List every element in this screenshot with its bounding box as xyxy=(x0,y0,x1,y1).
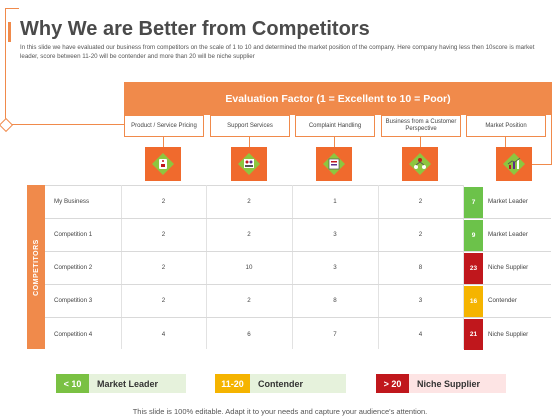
row-value: 7 xyxy=(333,330,337,338)
score-badge: 16 xyxy=(464,286,483,317)
row-value: 2 xyxy=(161,264,166,272)
deco-line-mid xyxy=(12,124,124,125)
row-name: Competition 4 xyxy=(54,330,93,338)
legend-label: Niche Supplier xyxy=(409,374,506,393)
table-row: My Business 2 2 1 2 7 Market Leader xyxy=(45,186,551,219)
price-tag-icon xyxy=(145,147,181,181)
page-title: Why We are Better from Competitors xyxy=(20,18,370,40)
score-badge: 21 xyxy=(464,319,483,350)
support-people-icon xyxy=(231,147,267,181)
description-text: In this slide we have evaluated our busi… xyxy=(20,44,535,60)
row-name: Competition 1 xyxy=(54,231,93,239)
factor-market: Market Position xyxy=(466,115,546,137)
col-divider-1 xyxy=(121,185,122,349)
row-position: Contender xyxy=(488,297,517,305)
row-value: 10 xyxy=(245,264,253,272)
row-value: 2 xyxy=(418,231,423,239)
row-value: 2 xyxy=(161,198,166,206)
row-value: 8 xyxy=(418,264,423,272)
factor-customer: Business from a Customer Perspective xyxy=(381,115,461,137)
table-row: Competition 4 4 6 7 4 21 Niche Supplier xyxy=(45,318,551,351)
complaint-board-icon xyxy=(316,147,352,181)
customer-network-icon xyxy=(402,147,438,181)
legend-niche-supplier: > 20 Niche Supplier xyxy=(376,374,506,393)
row-value: 1 xyxy=(333,198,337,206)
row-name: Competition 3 xyxy=(54,297,93,305)
market-chart-icon xyxy=(496,147,532,181)
row-value: 3 xyxy=(333,231,337,239)
row-value: 2 xyxy=(247,231,251,239)
factor-complaint: Complaint Handling xyxy=(295,115,375,137)
row-value: 3 xyxy=(418,297,423,305)
col-divider-2 xyxy=(206,185,207,349)
footer-text: This slide is 100% editable. Adapt it to… xyxy=(132,407,428,416)
legend-key: < 10 xyxy=(56,374,89,393)
title-accent xyxy=(8,22,11,42)
row-position: Niche Supplier xyxy=(488,264,529,272)
connector-5 xyxy=(505,137,506,147)
col-divider-3 xyxy=(292,185,293,349)
row-value: 4 xyxy=(418,330,423,338)
connector-3 xyxy=(334,137,335,147)
legend-key: 11-20 xyxy=(215,374,250,393)
deco-diamond xyxy=(0,117,14,133)
legend-label: Market Leader xyxy=(89,374,186,393)
row-position: Market Leader xyxy=(488,231,528,239)
score-badge: 7 xyxy=(464,187,483,218)
competitors-label-wrap: COMPETITORS xyxy=(27,185,45,349)
factor-support: Support Services xyxy=(210,115,290,137)
row-name: Competition 2 xyxy=(54,264,93,272)
deco-line-top xyxy=(5,8,19,9)
row-position: Market Leader xyxy=(488,198,528,206)
table-top-border xyxy=(45,185,464,186)
deco-line-left xyxy=(5,8,6,124)
factor-pricing: Product / Service Pricing xyxy=(124,115,204,137)
row-position: Niche Supplier xyxy=(488,330,529,338)
deco-line-right xyxy=(551,98,552,164)
table-row: Competition 3 2 2 8 3 16 Contender xyxy=(45,285,551,318)
connector-1 xyxy=(163,137,164,147)
competitors-label: COMPETITORS xyxy=(32,238,40,296)
row-value: 4 xyxy=(161,330,166,338)
row-name: My Business xyxy=(54,198,90,206)
competitors-band xyxy=(27,185,45,349)
row-value: 8 xyxy=(333,297,337,305)
score-badge: 23 xyxy=(464,253,483,284)
table-row: Competition 2 2 10 3 8 23 Niche Supplier xyxy=(45,252,551,285)
row-value: 2 xyxy=(418,198,423,206)
row-value: 2 xyxy=(161,297,166,305)
legend-contender: 11-20 Contender xyxy=(215,374,346,393)
legend-market-leader: < 10 Market Leader xyxy=(56,374,186,393)
legend-label: Contender xyxy=(250,374,346,393)
row-value: 6 xyxy=(247,330,251,338)
row-value: 2 xyxy=(247,198,251,206)
col-divider-5 xyxy=(463,185,464,349)
row-value: 2 xyxy=(161,231,166,239)
connector-2 xyxy=(249,137,250,147)
evaluation-header: Evaluation Factor (1 = Excellent to 10 =… xyxy=(124,82,552,115)
score-badge: 9 xyxy=(464,220,483,251)
row-value: 3 xyxy=(333,264,337,272)
col-divider-4 xyxy=(378,185,379,349)
row-value: 2 xyxy=(247,297,251,305)
connector-right xyxy=(524,164,552,165)
legend-key: > 20 xyxy=(376,374,409,393)
table-row: Competition 1 2 2 3 2 9 Market Leader xyxy=(45,219,551,252)
connector-4 xyxy=(420,137,421,147)
